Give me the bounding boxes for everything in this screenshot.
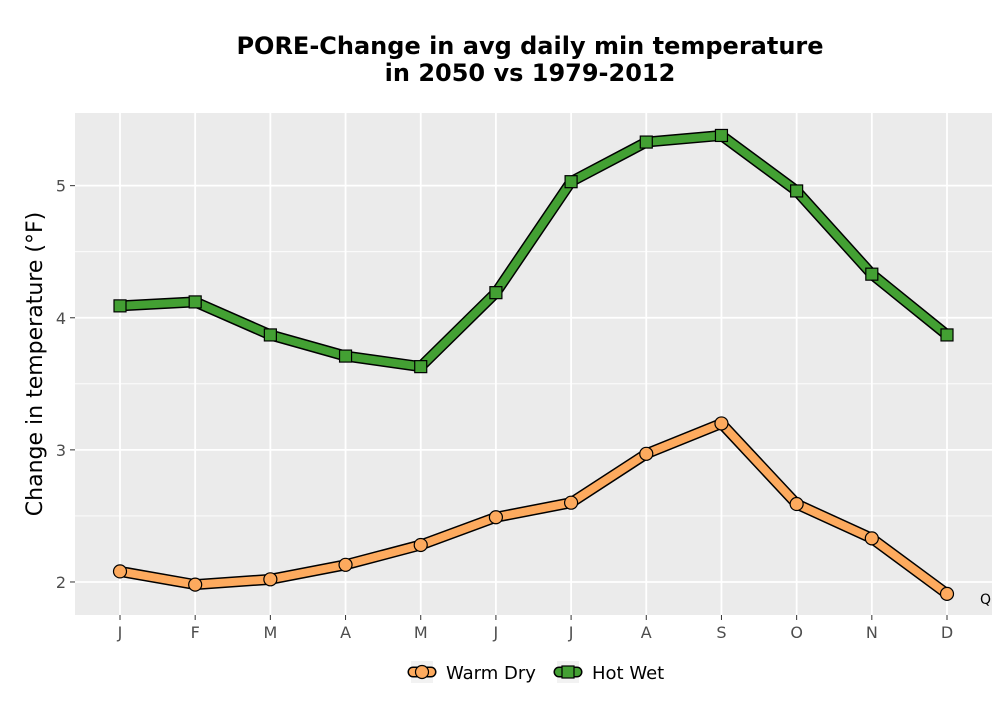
legend-label: Hot Wet <box>592 663 664 684</box>
chart-title-line-2: in 2050 vs 1979-2012 <box>385 59 676 87</box>
data-point-circle <box>488 510 504 525</box>
y-tick-label: 3 <box>56 441 66 460</box>
x-tick-label: M <box>263 623 277 642</box>
data-point-square <box>940 328 954 342</box>
x-tick-label: J <box>493 623 499 642</box>
x-tick-label: N <box>866 623 878 642</box>
x-tick-label: D <box>941 623 953 642</box>
data-point-square <box>865 267 879 281</box>
data-point-circle <box>639 446 654 461</box>
x-tick-label: M <box>414 623 428 642</box>
y-axis-title: Change in temperature (°F) <box>23 212 48 516</box>
legend-item: Hot Wet <box>553 661 664 684</box>
x-tick-label: S <box>716 623 726 642</box>
legend-item: Warm Dry <box>407 661 536 684</box>
series-warm-dry <box>112 416 955 601</box>
series-line <box>116 131 951 371</box>
data-point-circle <box>338 557 353 572</box>
data-point-square <box>414 360 428 374</box>
data-point-square <box>263 328 277 342</box>
data-point-square <box>564 175 578 189</box>
series-line <box>116 419 951 598</box>
data-point-circle <box>789 496 804 512</box>
y-tick-label: 2 <box>56 573 66 592</box>
x-tick-label: A <box>340 623 351 642</box>
data-point-circle <box>112 564 128 579</box>
data-point-circle <box>714 416 729 431</box>
x-tick-label: F <box>191 623 200 642</box>
x-tick-label: J <box>568 623 574 642</box>
corner-annotation: Q <box>980 592 991 608</box>
legend-marker-square <box>561 665 575 679</box>
data-point-circle <box>413 537 428 553</box>
data-point-square <box>714 128 729 143</box>
data-point-circle <box>563 495 579 510</box>
plot-panel <box>75 113 992 615</box>
data-point-circle <box>263 572 278 587</box>
data-point-square <box>188 295 202 309</box>
data-point-circle <box>939 586 955 601</box>
data-point-square <box>113 299 127 313</box>
y-tick-label: 4 <box>56 309 66 328</box>
data-point-square <box>489 286 503 300</box>
x-tick-label: O <box>790 623 803 642</box>
series-hot-wet <box>113 128 954 374</box>
x-tick-label: J <box>117 623 123 642</box>
data-point-circle <box>188 577 203 592</box>
chart-title-line-1: PORE-Change in avg daily min temperature <box>236 32 823 60</box>
data-point-square <box>790 184 804 198</box>
axis-group: 2 3 4 5 J F M A M J J A S O N D <box>56 177 953 642</box>
y-tick-label: 5 <box>56 177 66 196</box>
legend: Warm Dry Hot Wet <box>407 661 664 684</box>
legend-marker-circle <box>414 664 430 680</box>
legend-label: Warm Dry <box>446 663 536 684</box>
data-point-square <box>639 135 653 149</box>
data-point-square <box>338 349 353 363</box>
data-point-circle <box>864 531 879 546</box>
x-tick-label: A <box>641 623 652 642</box>
series-group <box>112 128 955 601</box>
